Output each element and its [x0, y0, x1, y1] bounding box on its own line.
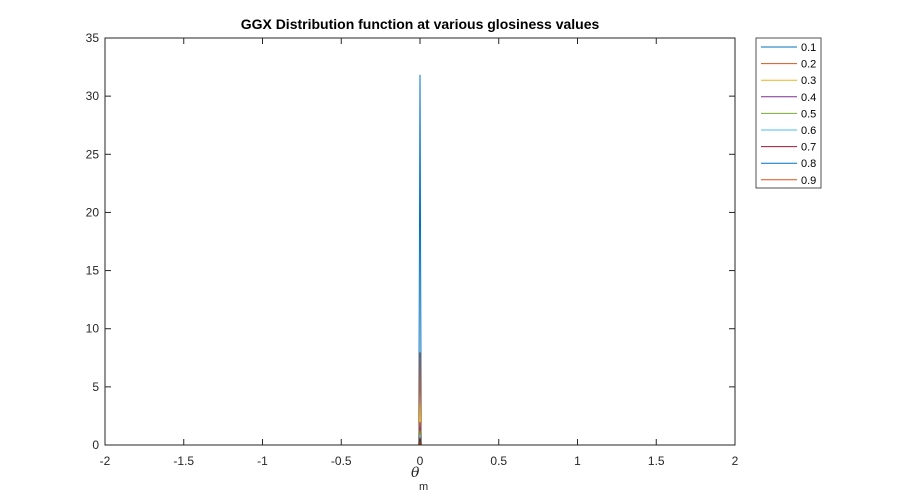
y-axis-ticks: 0 5 10 15 20 25 30 35: [86, 31, 735, 452]
x-tick-label: 2: [732, 454, 739, 468]
legend-label: 0.5: [801, 108, 816, 120]
x-tick-label: 1.5: [648, 454, 665, 468]
y-tick-label: 20: [86, 205, 100, 219]
x-tick-label: -1.5: [173, 454, 194, 468]
x-tick-label: -0.5: [331, 454, 352, 468]
y-tick-label: 25: [86, 147, 100, 161]
legend-label: 0.8: [801, 158, 816, 170]
chart-title: GGX Distribution function at various glo…: [241, 16, 600, 32]
x-tick-label: 0.5: [490, 454, 507, 468]
y-tick-label: 30: [86, 89, 100, 103]
legend-label: 0.9: [801, 175, 816, 187]
y-tick-label: 0: [92, 438, 99, 452]
legend-label: 0.4: [801, 92, 816, 104]
x-axis-ticks: -2 -1.5 -1 -0.5 0 0.5 1 1.5 2: [100, 38, 739, 468]
x-axis-label-symbol: θ: [411, 465, 420, 481]
x-tick-label: 0: [417, 454, 424, 468]
y-tick-label: 35: [86, 31, 100, 45]
y-tick-label: 5: [92, 380, 99, 394]
plot-area: -2 -1.5 -1 -0.5 0 0.5 1 1.5 2 0 5 10 15 20 25 30 35: [86, 31, 739, 468]
y-tick-label: 10: [86, 322, 100, 336]
x-tick-label: 1: [574, 454, 581, 468]
legend-label: 0.2: [801, 59, 816, 71]
legend-label: 0.3: [801, 75, 816, 87]
legend-label: 0.7: [801, 142, 816, 154]
legend: 0.1 0.2 0.3 0.4 0.5 0.6 0.7 0.8 0.9: [755, 37, 822, 189]
x-tick-label: -1: [257, 454, 268, 468]
x-axis-label-subscript: m: [419, 481, 428, 493]
y-tick-label: 15: [86, 264, 100, 278]
legend-label: 0.6: [801, 125, 816, 137]
legend-label: 0.1: [801, 42, 816, 54]
x-axis-label: θ: [411, 465, 420, 481]
legend-items: 0.1 0.2 0.3 0.4 0.5 0.6 0.7 0.8 0.9: [761, 42, 816, 187]
x-tick-label: -2: [100, 454, 111, 468]
